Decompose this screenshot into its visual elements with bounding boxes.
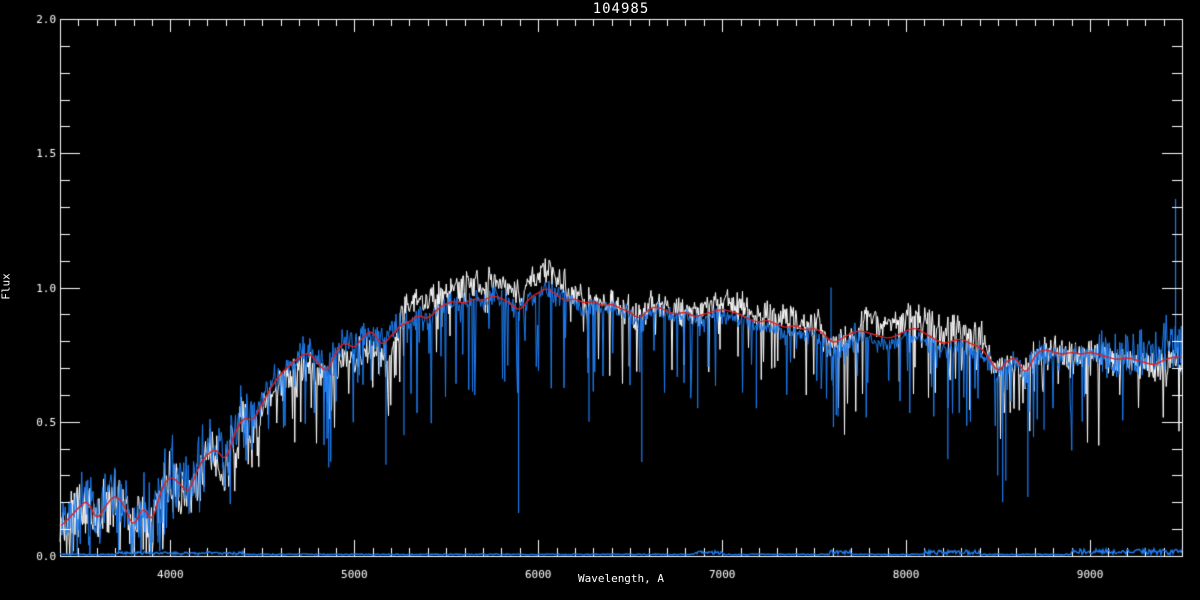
- y-axis-label: Flux: [0, 273, 13, 300]
- x-axis-label: Wavelength, A: [577, 572, 665, 585]
- plot-title: 104985: [592, 1, 650, 17]
